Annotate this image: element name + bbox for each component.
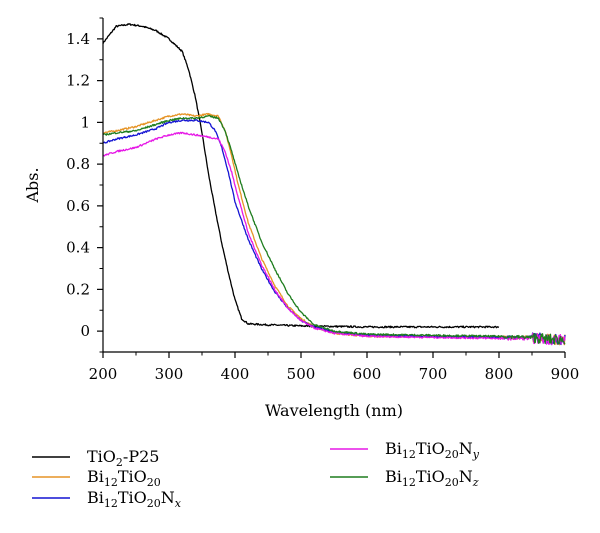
y-tick-label: 0.4 (66, 239, 90, 257)
legend-item: TiO2-P25 (32, 447, 159, 469)
legend-label: Bi12TiO20Ny (385, 439, 480, 461)
y-tick-label: 1.2 (66, 72, 90, 90)
x-tick-label: 300 (155, 365, 184, 383)
legend-label: Bi12TiO20Nz (385, 467, 479, 489)
x-tick-label: 200 (89, 365, 118, 383)
y-tick-label: 1 (80, 113, 90, 131)
series-line-0 (102, 23, 500, 329)
y-axis-title: Abs. (23, 167, 42, 203)
y-tick-label: 0.8 (66, 155, 90, 173)
x-axis-title: Wavelength (nm) (265, 401, 403, 420)
x-tick-label: 500 (287, 365, 316, 383)
x-tick-label: 800 (485, 365, 514, 383)
x-tick-label: 700 (419, 365, 448, 383)
x-tick-label: 400 (221, 365, 250, 383)
y-tick-label: 0.6 (66, 197, 90, 215)
legend-item: Bi12TiO20Ny (330, 439, 480, 461)
legend-label: Bi12TiO20 (87, 467, 161, 489)
series-layer (102, 23, 566, 346)
legend-label: TiO2-P25 (87, 447, 159, 469)
plot-area: 200 300 400 500 600 700 800 900 0 0.2 0.4 0.6 0.8 1 1… (66, 17, 580, 383)
series-line-4 (102, 114, 566, 345)
x-tick-label: 900 (551, 365, 580, 383)
series-line-2 (102, 119, 566, 346)
legend-item: Bi12TiO20 (32, 467, 161, 489)
x-tick-label: 600 (353, 365, 382, 383)
legend-item: Bi12TiO20Nx (32, 488, 182, 510)
y-tick-label: 1.4 (66, 30, 90, 48)
series-line-3 (102, 131, 566, 346)
y-tick-label: 0 (80, 322, 90, 340)
y-ticks: 0 0.2 0.4 0.6 0.8 1 1.2 1.4 (66, 17, 103, 353)
x-ticks: 200 300 400 500 600 700 800 900 (89, 352, 580, 383)
legend-item: Bi12TiO20Nz (330, 467, 479, 489)
series-line-1 (102, 112, 566, 346)
y-tick-label: 0.2 (66, 280, 90, 298)
legend-label: Bi12TiO20Nx (87, 488, 182, 510)
